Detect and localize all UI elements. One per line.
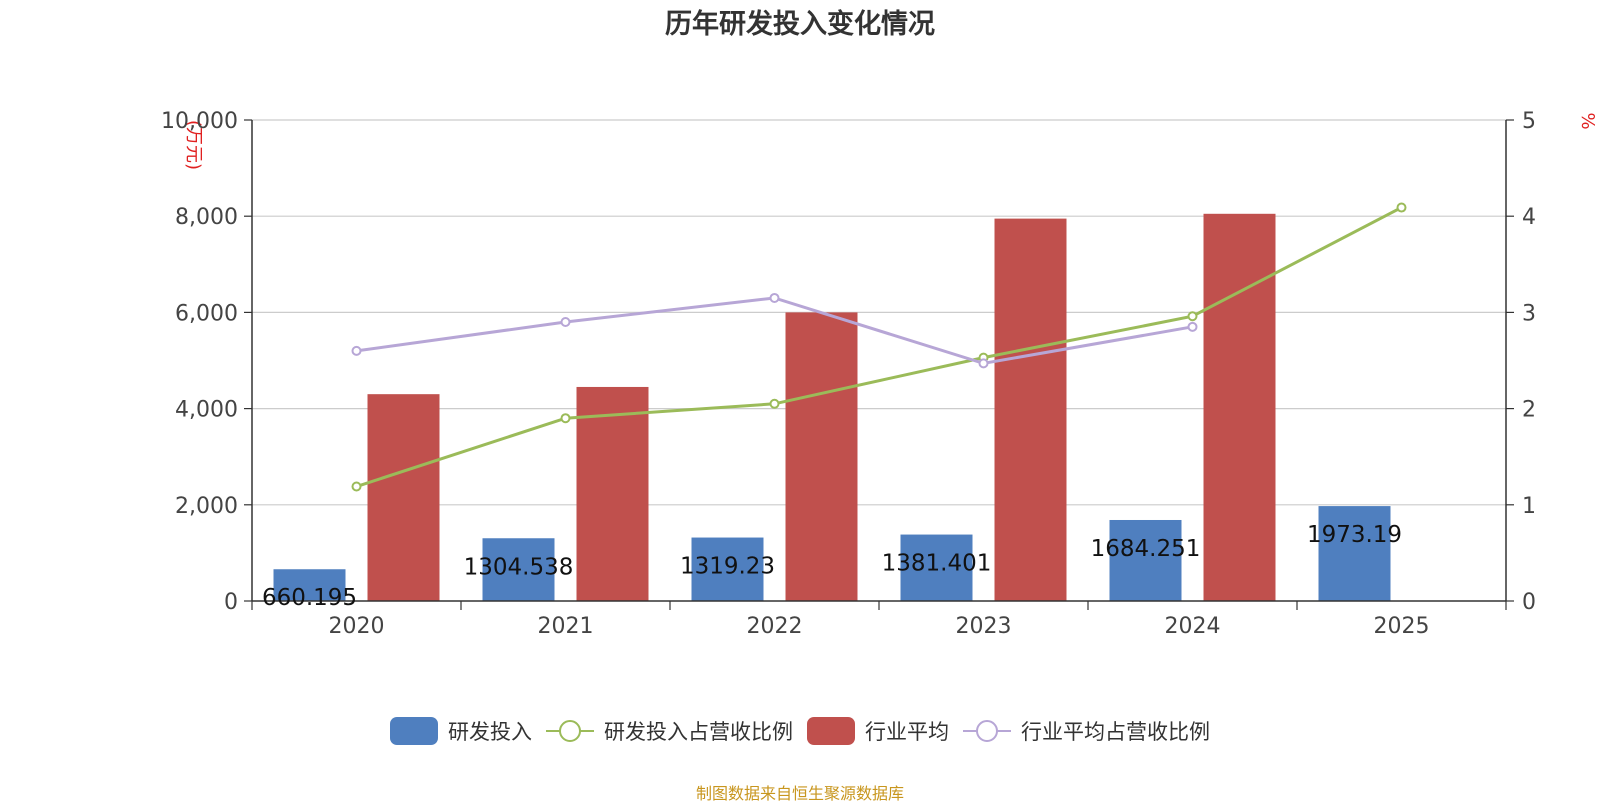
bar-rd (273, 569, 346, 601)
bar-industry (785, 312, 858, 601)
y-right-tick-label: 5 (1522, 109, 1536, 134)
y-left-tick-label: 4,000 (175, 398, 238, 423)
bar-rd (1318, 506, 1391, 601)
bar-industry (994, 218, 1067, 602)
x-tick-label: 2025 (1374, 614, 1430, 639)
y-right-tick-label: 4 (1522, 205, 1536, 230)
bar-value-label: 1684.251 (1091, 536, 1201, 562)
bar-industry (1203, 213, 1276, 602)
line-point (1396, 202, 1407, 213)
line-point (769, 292, 780, 303)
y-right-tick-label: 1 (1522, 494, 1536, 519)
legend: 研发投入 研发投入占营收比例 行业平均 行业平均占营收比例 (0, 716, 1600, 746)
bar-rd (482, 538, 555, 601)
line-point (351, 481, 362, 492)
source-note: 制图数据来自恒生聚源数据库 (695, 784, 904, 803)
bar-industry (367, 394, 440, 601)
axes: 0 2,000 4,000 6,000 8,000 10,000 0 1 2 3 4 5 2020 202… (161, 109, 1536, 639)
legend-swatch-rd-ratio (546, 720, 594, 742)
y-left-tick-label: 0 (224, 590, 238, 615)
legend-swatch-rd (390, 717, 438, 745)
legend-label-industry-ratio: 行业平均占营收比例 (1021, 720, 1210, 744)
legend-label-rd: 研发投入 (448, 720, 532, 744)
bar-value-label: 1319.23 (680, 554, 775, 580)
legend-item-industry[interactable]: 行业平均 (807, 716, 949, 746)
line-point (560, 413, 571, 424)
line-series-rd-ratio (356, 206, 1403, 488)
bar-value-label: 1381.401 (882, 551, 992, 577)
legend-label-industry: 行业平均 (865, 720, 949, 744)
x-tick-label: 2021 (538, 614, 594, 639)
right-axis-unit: % (1577, 112, 1598, 129)
legend-swatch-industry-ratio (963, 720, 1011, 742)
y-left-tick-label: 6,000 (175, 301, 238, 326)
chart-title: 历年研发投入变化情况 (665, 8, 935, 40)
line-point (769, 398, 780, 409)
legend-item-rd[interactable]: 研发投入 (390, 716, 532, 746)
y-left-tick-label: 10,000 (161, 109, 238, 134)
line-point (978, 358, 989, 369)
y-right-tick-label: 2 (1522, 398, 1536, 423)
bar-layer (273, 213, 1391, 602)
line-point (560, 317, 571, 328)
line-point (1187, 321, 1198, 332)
gridlines (252, 119, 1506, 506)
y-left-tick-label: 2,000 (175, 494, 238, 519)
left-axis-unit: (万元) (183, 120, 204, 170)
x-tick-label: 2023 (956, 614, 1012, 639)
bar-rd (691, 537, 764, 601)
line-layer (351, 202, 1407, 492)
data-labels: 660.195 1304.538 1319.23 1381.401 1684.251 19… (262, 522, 1402, 611)
line-series-industry-ratio (356, 296, 1193, 365)
y-right-tick-label: 0 (1522, 590, 1536, 615)
y-left-tick-label: 8,000 (175, 205, 238, 230)
bar-value-label: 660.195 (262, 585, 357, 611)
x-tick-label: 2022 (747, 614, 803, 639)
legend-item-rd-ratio[interactable]: 研发投入占营收比例 (546, 716, 793, 746)
legend-swatch-industry (807, 717, 855, 745)
line-point (1187, 311, 1198, 322)
bar-industry (576, 386, 649, 601)
legend-label-rd-ratio: 研发投入占营收比例 (604, 720, 793, 744)
legend-item-industry-ratio[interactable]: 行业平均占营收比例 (963, 716, 1210, 746)
bar-value-label: 1973.19 (1307, 522, 1402, 548)
line-point (351, 345, 362, 356)
x-tick-label: 2024 (1165, 614, 1221, 639)
y-right-tick-label: 3 (1522, 301, 1536, 326)
x-tick-label: 2020 (329, 614, 385, 639)
bar-value-label: 1304.538 (464, 554, 574, 580)
bar-rd (900, 534, 973, 601)
bar-rd (1109, 519, 1182, 601)
